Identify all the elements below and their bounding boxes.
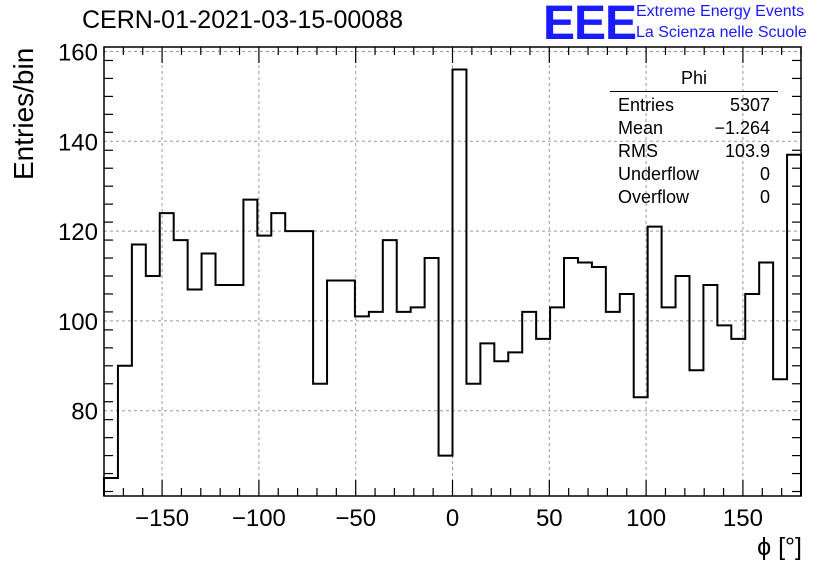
y-tick-label: 140	[58, 129, 98, 156]
stats-label: RMS	[618, 141, 658, 161]
histogram-bin	[606, 312, 620, 496]
histogram-bin	[662, 307, 676, 496]
x-axis-label: ϕ [°]	[757, 533, 802, 561]
logo-subtitle-2: La Scienza nelle Scuole	[636, 24, 807, 41]
histogram-bin	[216, 285, 230, 496]
histogram-bin	[369, 312, 383, 496]
y-tick-label: 160	[58, 39, 98, 66]
histogram-bin	[648, 227, 662, 496]
y-tick-label: 80	[71, 399, 98, 426]
stats-row-entries: Entries 5307	[610, 94, 778, 117]
histogram-bin	[285, 231, 299, 496]
histogram-bin	[202, 254, 216, 496]
stats-value: −1.264	[714, 118, 770, 138]
x-tick-label: −150	[135, 505, 189, 532]
histogram-bin	[341, 280, 355, 496]
stats-value: 0	[759, 164, 770, 184]
x-tick-label: −100	[232, 505, 286, 532]
y-axis-label: Entries/bin	[8, 47, 39, 180]
histogram-bin	[118, 366, 132, 496]
stats-box: Phi Entries 5307 Mean −1.264 RMS 103.9 U…	[610, 68, 778, 209]
histogram-bin	[243, 200, 257, 496]
x-tick-label: 50	[536, 505, 563, 532]
stats-value: 5307	[729, 95, 770, 115]
stats-title: Phi	[610, 68, 778, 92]
stats-label: Overflow	[618, 187, 690, 207]
histogram-bin	[397, 312, 411, 496]
histogram-bin	[146, 276, 160, 496]
histogram-bin	[522, 312, 536, 496]
stats-value: 103.9	[724, 141, 770, 161]
stats-row-rms: RMS 103.9	[610, 140, 778, 163]
stats-row-overflow: Overflow 0	[610, 186, 778, 209]
histogram-bin	[676, 276, 690, 496]
histogram-bin	[299, 231, 313, 496]
stats-label: Mean	[618, 118, 664, 138]
histogram-bin	[703, 285, 717, 496]
histogram-bin	[453, 69, 467, 496]
histogram-bin	[313, 384, 327, 496]
histogram-bin	[425, 258, 439, 496]
histogram-bin	[564, 258, 578, 496]
histogram-bin	[160, 213, 174, 496]
y-tick-label: 120	[58, 219, 98, 246]
x-tick-label: −50	[335, 505, 376, 532]
histogram-bin	[773, 379, 787, 496]
stats-row-underflow: Underflow 0	[610, 163, 778, 186]
histogram-bin	[745, 294, 759, 496]
histogram-bin	[759, 263, 773, 496]
histogram-bin	[578, 263, 592, 496]
histogram-bin	[188, 289, 202, 496]
y-tick-label: 100	[58, 309, 98, 336]
histogram-bin	[717, 325, 731, 496]
histogram-bin	[132, 245, 146, 496]
histogram-bin	[229, 285, 243, 496]
histogram-bin	[731, 339, 745, 496]
histogram-bin	[383, 240, 397, 496]
stats-label: Underflow	[618, 164, 700, 184]
run-title: CERN-01-2021-03-15-00088	[82, 6, 404, 34]
x-tick-label: 150	[723, 505, 763, 532]
histogram-bin	[592, 267, 606, 496]
histogram-bin	[689, 370, 703, 496]
histogram-bin	[620, 294, 634, 496]
histogram-bin	[787, 155, 801, 496]
eee-logo: EEE	[543, 0, 637, 50]
histogram-bin	[480, 343, 494, 496]
x-tick-label: 100	[626, 505, 666, 532]
histogram-bin	[327, 280, 341, 496]
stats-value: 0	[759, 187, 770, 207]
histogram-bin	[508, 352, 522, 496]
stats-row-mean: Mean −1.264	[610, 117, 778, 140]
histogram-bin	[174, 240, 188, 496]
x-tick-label: 0	[446, 505, 459, 532]
histogram-bin	[271, 213, 285, 496]
histogram-outline	[103, 68, 802, 496]
stats-label: Entries	[618, 95, 675, 115]
histogram-bin	[466, 384, 480, 496]
histogram-bin	[355, 316, 369, 496]
histogram-bin	[411, 307, 425, 496]
histogram-bin	[494, 361, 508, 496]
histogram-bin	[439, 456, 453, 496]
logo-subtitle-1: Extreme Energy Events	[636, 3, 805, 20]
histogram-bin	[550, 307, 564, 496]
histogram-bin	[536, 339, 550, 496]
histogram-bin	[104, 478, 118, 496]
histogram-bin	[257, 236, 271, 496]
